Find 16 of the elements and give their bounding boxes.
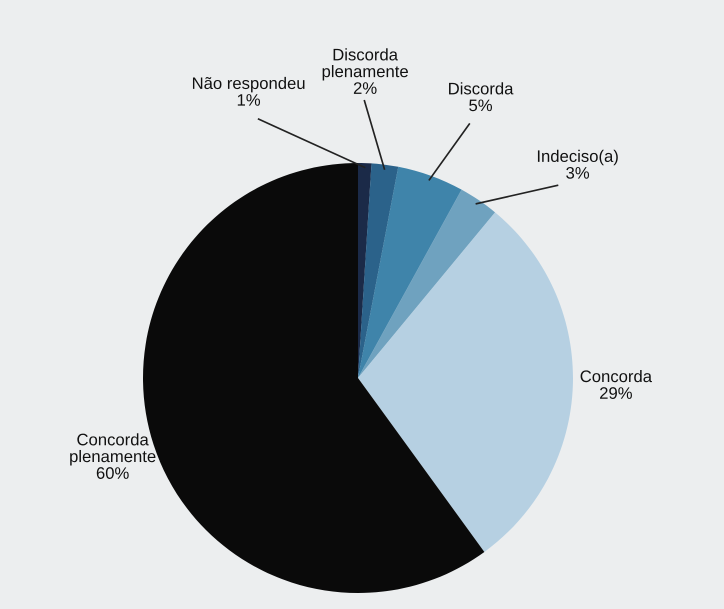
slice-label: Não respondeu [192, 76, 304, 92]
data-label: 29% [600, 387, 632, 399]
slice-label: Concorda [580, 370, 652, 382]
slice-label: Indeciso(a) [538, 150, 618, 166]
data-label: 5% [469, 99, 492, 112]
pie-slice [358, 166, 462, 378]
pie-slice [358, 212, 573, 552]
slice-label: Discorda plenamente [322, 48, 408, 81]
pie-slice [358, 190, 496, 378]
slice-label: Concorda plenamente [70, 433, 156, 466]
slice-label: Discorda [449, 82, 514, 94]
data-label: 2% [354, 82, 377, 94]
pie-slice [358, 163, 398, 378]
data-label: 3% [566, 166, 590, 179]
data-label: 1% [238, 94, 260, 106]
data-label: 60% [96, 467, 129, 479]
